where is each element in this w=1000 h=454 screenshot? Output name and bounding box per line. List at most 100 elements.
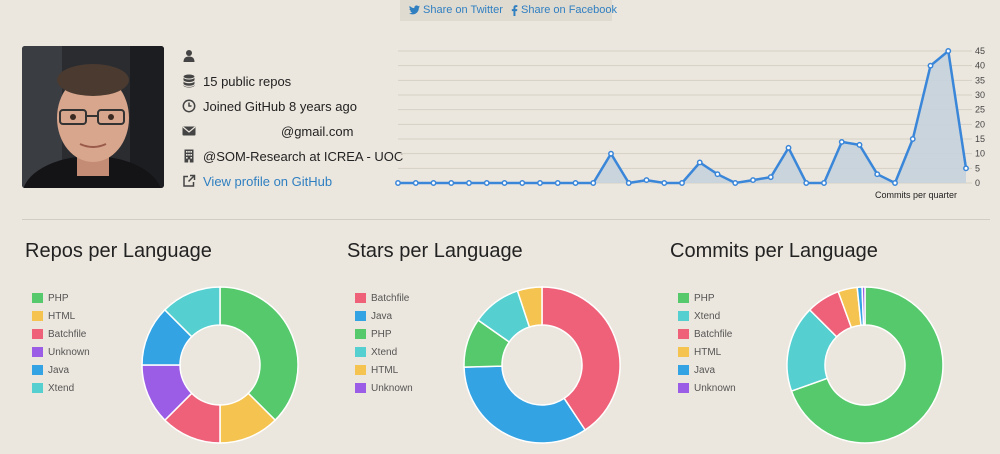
donut-slice[interactable] <box>163 286 221 338</box>
commits-per-language-title: Commits per Language <box>670 240 878 262</box>
legend-label: Unknown <box>48 346 90 358</box>
commits-line <box>398 48 968 185</box>
legend-item[interactable]: PHP <box>32 289 90 307</box>
legend-label: Unknown <box>371 382 413 394</box>
legend-item[interactable]: Batchfile <box>355 289 413 307</box>
commits-point <box>661 180 668 186</box>
share-facebook-label: Share on Facebook <box>521 4 618 16</box>
legend-item[interactable]: Xtend <box>678 307 736 325</box>
commits-point <box>803 180 810 186</box>
commits-y-tick-label: 0 <box>975 178 980 188</box>
commits-point <box>430 180 437 186</box>
commits-point <box>519 180 526 186</box>
legend-label: HTML <box>694 346 722 358</box>
share-facebook-button[interactable]: Share on Facebook <box>511 4 617 16</box>
legend-label: Unknown <box>694 382 736 394</box>
legend-swatch <box>678 311 689 321</box>
legend-label: Java <box>371 310 393 322</box>
legend-label: Java <box>48 364 70 376</box>
avatar <box>22 46 164 188</box>
commits-point <box>643 177 650 184</box>
legend-swatch <box>678 293 689 303</box>
share-twitter-label: Share on Twitter <box>423 4 503 16</box>
legend-item[interactable]: HTML <box>678 343 736 361</box>
view-profile-link[interactable]: View profile on GitHub <box>203 173 333 189</box>
commits-point <box>785 144 792 151</box>
legend-item[interactable]: PHP <box>355 325 413 343</box>
commits-point <box>927 62 934 69</box>
donut-slice[interactable] <box>463 365 587 444</box>
legend-item[interactable]: Xtend <box>32 379 90 397</box>
user-icon <box>182 49 196 63</box>
legend-swatch <box>32 365 43 375</box>
donut-slice[interactable] <box>516 286 543 328</box>
legend-label: Batchfile <box>371 292 410 304</box>
twitter-icon <box>409 5 420 15</box>
legend-swatch <box>32 293 43 303</box>
profile-name-row <box>182 46 203 66</box>
legend-item[interactable]: Java <box>355 307 413 325</box>
commits-y-tick-label: 20 <box>975 119 985 129</box>
legend-item[interactable]: Xtend <box>355 343 413 361</box>
profile-company-row: @SOM-Research at ICREA - UOC <box>182 146 403 166</box>
commits-point <box>892 180 898 186</box>
legend-swatch <box>32 347 43 357</box>
legend-label: HTML <box>48 310 76 322</box>
commits-point <box>714 171 721 178</box>
commits-point <box>483 180 490 186</box>
legend-label: Xtend <box>48 382 75 394</box>
donut-slice[interactable] <box>790 286 944 444</box>
commits-point <box>590 180 597 186</box>
commits-point <box>732 180 739 186</box>
legend-item[interactable]: HTML <box>355 361 413 379</box>
legend-item[interactable]: Java <box>32 361 90 379</box>
legend-item[interactable]: PHP <box>678 289 736 307</box>
commits-point <box>874 171 881 178</box>
commits-y-tick-label: 40 <box>975 61 985 71</box>
legend-swatch <box>355 311 366 321</box>
stars-per-language-title: Stars per Language <box>347 240 523 262</box>
commits-point <box>856 141 863 148</box>
legend-item[interactable]: Java <box>678 361 736 379</box>
legend-label: HTML <box>371 364 399 376</box>
commits-point <box>466 180 472 186</box>
commits-point <box>909 136 916 142</box>
envelope-icon <box>182 124 196 138</box>
legend-item[interactable]: Unknown <box>355 379 413 397</box>
commits-y-tick-label: 10 <box>975 149 985 159</box>
share-bar: Share on Twitter Share on Facebook <box>400 0 617 21</box>
commits-chart: 45 40 35 30 25 20 15 10 5 0 <box>395 46 985 188</box>
repos-per-language-title: Repos per Language <box>25 240 212 262</box>
legend-item[interactable]: Unknown <box>678 379 736 397</box>
legend-swatch <box>678 383 689 393</box>
commits-point <box>963 165 969 172</box>
legend-swatch <box>355 293 366 303</box>
legend-item[interactable]: Unknown <box>32 343 90 361</box>
donut-slice[interactable] <box>219 286 299 422</box>
repos-legend: PHP HTML Batchfile Unknown Java Xtend <box>32 289 90 397</box>
profile-link-row[interactable]: View profile on GitHub <box>182 171 332 191</box>
share-twitter-button[interactable]: Share on Twitter <box>409 4 503 16</box>
commits-axis-label: Commits per quarter <box>875 190 958 200</box>
building-icon <box>182 149 196 163</box>
commits-point <box>537 180 543 186</box>
clock-icon <box>182 99 196 113</box>
legend-item[interactable]: HTML <box>32 307 90 325</box>
legend-swatch <box>32 311 43 321</box>
donut-slice[interactable] <box>861 286 866 326</box>
commits-y-tick-label: 35 <box>975 75 985 85</box>
legend-item[interactable]: Batchfile <box>678 325 736 343</box>
commits-point <box>501 180 508 186</box>
legend-item[interactable]: Batchfile <box>32 325 90 343</box>
legend-swatch <box>32 383 43 393</box>
commits-point <box>608 150 614 157</box>
commits-points <box>395 48 969 186</box>
commits-point <box>625 180 632 186</box>
legend-swatch <box>355 347 366 357</box>
donut-slice[interactable] <box>541 286 621 432</box>
legend-swatch <box>678 329 689 339</box>
commits-point <box>750 177 756 184</box>
legend-label: Java <box>694 364 716 376</box>
legend-label: Xtend <box>371 346 398 358</box>
commits-point <box>821 180 827 186</box>
